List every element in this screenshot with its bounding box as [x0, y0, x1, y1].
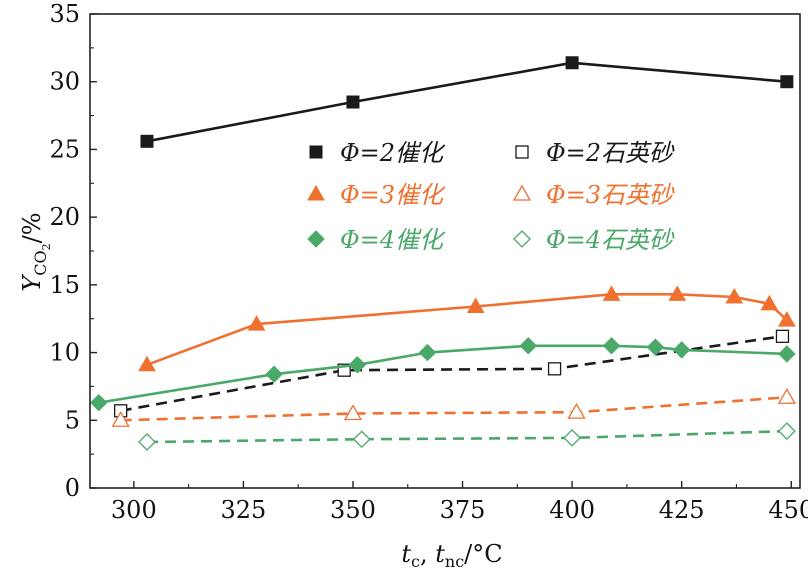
legend-marker [515, 145, 529, 159]
data-point [563, 428, 582, 447]
data-point [777, 311, 796, 327]
series-diamond-catalytic [90, 337, 796, 412]
data-point [466, 297, 485, 314]
data-point [777, 387, 796, 404]
x-tick-label-325: 325 [220, 496, 266, 524]
legend-label: Φ=2石英砂 [546, 139, 675, 167]
data-point [348, 356, 367, 374]
y-tick-label-25: 25 [49, 135, 80, 163]
data-point [352, 430, 371, 449]
y-axis-title: YCO2/% [18, 212, 53, 291]
y-tick-label-30: 30 [49, 68, 80, 96]
x-tick-label-400: 400 [549, 496, 595, 524]
data-point [138, 433, 156, 451]
series-line [146, 429, 787, 444]
legend-label: Φ=2催化 [340, 139, 446, 167]
series-line [146, 61, 788, 143]
x-tick-label-300: 300 [111, 496, 157, 524]
data-point [778, 345, 796, 363]
legend-marker [307, 230, 325, 248]
data-point [418, 343, 437, 362]
y-title-subsub: 2 [40, 243, 53, 250]
data-point [111, 410, 130, 427]
data-point [138, 355, 156, 372]
data-point [346, 95, 360, 109]
x-title-sub2: nc [445, 552, 464, 570]
x-tick-label-450: 450 [768, 496, 808, 524]
x-title-sep: , [420, 540, 435, 568]
axes-layer: 300 325 350 375 400 425 450 0 5 10 15 20 25 30 35 [49, 0, 808, 524]
y-tick-label-0: 0 [65, 474, 80, 502]
data-point [547, 362, 562, 376]
data-point [140, 134, 154, 148]
legend-label: Φ=3催化 [340, 181, 446, 209]
series-line [120, 396, 787, 422]
data-point [668, 285, 687, 301]
y-tick-label-35: 35 [49, 0, 80, 28]
data-point [760, 294, 779, 311]
x-tick-label-375: 375 [440, 496, 486, 524]
data-point [780, 75, 794, 89]
series-triangle-quartz [111, 387, 796, 427]
legend-marker [512, 184, 532, 201]
plot-layer [90, 56, 796, 451]
series-line [146, 292, 788, 367]
series-triangle-catalytic [138, 285, 796, 372]
data-point [567, 402, 586, 419]
legend-marker [513, 230, 531, 248]
data-point [672, 341, 691, 359]
y-tick-label-10: 10 [49, 339, 80, 367]
data-point [602, 337, 621, 355]
data-point [343, 404, 363, 421]
y-tick-label-15: 15 [49, 271, 80, 299]
x-tick-label-425: 425 [659, 496, 705, 524]
data-point [90, 393, 108, 412]
x-axis-title: tc, tnc/°C [401, 540, 502, 570]
legend-label: Φ=4催化 [340, 226, 446, 254]
x-title-sub1: c [411, 552, 420, 570]
legend-marker [307, 184, 325, 201]
legend: Φ=2催化 Φ=2石英砂 Φ=3催化 Φ=3石英砂 Φ=4催化 Φ=4石英砂 [307, 139, 675, 254]
y-tick-label-20: 20 [49, 203, 80, 231]
series-diamond-quartz [138, 422, 796, 451]
x-title-t2: t [435, 540, 445, 568]
data-point [565, 56, 579, 70]
data-point [602, 285, 621, 301]
data-point [247, 315, 266, 331]
data-point [775, 329, 790, 343]
x-title-t1: t [401, 540, 411, 568]
legend-label: Φ=4石英砂 [546, 226, 675, 254]
x-title-unit: /°C [464, 540, 502, 568]
series-square-catalytic [140, 56, 794, 148]
x-tick-label-350: 350 [330, 496, 376, 524]
data-point [777, 422, 796, 441]
series-line [120, 335, 783, 413]
y-tick-label-5: 5 [65, 406, 80, 434]
legend-label: Φ=3石英砂 [546, 181, 675, 209]
y-title-main: Y [18, 274, 46, 292]
y-title-sub: CO [31, 250, 50, 275]
data-point [519, 337, 537, 355]
y-title-unit: /% [18, 212, 46, 243]
data-point [725, 288, 744, 304]
data-point [646, 338, 665, 356]
data-point [265, 365, 283, 383]
legend-marker [309, 145, 323, 159]
